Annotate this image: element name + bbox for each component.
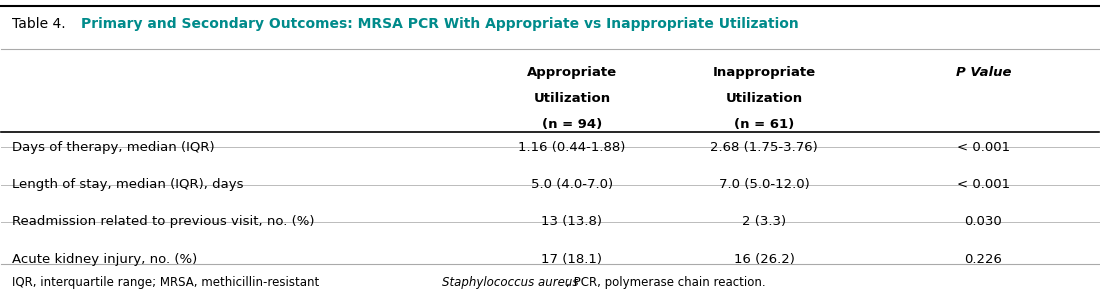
Text: Utilization: Utilization xyxy=(725,92,803,105)
Text: Readmission related to previous visit, no. (%): Readmission related to previous visit, n… xyxy=(12,215,315,229)
Text: Staphylococcus aureus: Staphylococcus aureus xyxy=(442,276,579,289)
Text: 16 (26.2): 16 (26.2) xyxy=(734,253,794,266)
Text: 1.16 (0.44-1.88): 1.16 (0.44-1.88) xyxy=(518,141,626,154)
Text: (n = 94): (n = 94) xyxy=(542,118,602,131)
Text: 7.0 (5.0-12.0): 7.0 (5.0-12.0) xyxy=(718,178,810,191)
Text: Appropriate: Appropriate xyxy=(527,66,617,79)
Text: ; PCR, polymerase chain reaction.: ; PCR, polymerase chain reaction. xyxy=(566,276,766,289)
Text: 17 (18.1): 17 (18.1) xyxy=(541,253,603,266)
Text: Utilization: Utilization xyxy=(534,92,611,105)
Text: Inappropriate: Inappropriate xyxy=(713,66,815,79)
Text: 0.030: 0.030 xyxy=(965,215,1002,229)
Text: 13 (13.8): 13 (13.8) xyxy=(541,215,603,229)
Text: Days of therapy, median (IQR): Days of therapy, median (IQR) xyxy=(12,141,214,154)
Text: Table 4.: Table 4. xyxy=(12,17,70,31)
Text: 5.0 (4.0-7.0): 5.0 (4.0-7.0) xyxy=(531,178,613,191)
Text: Acute kidney injury, no. (%): Acute kidney injury, no. (%) xyxy=(12,253,198,266)
Text: Length of stay, median (IQR), days: Length of stay, median (IQR), days xyxy=(12,178,244,191)
Text: < 0.001: < 0.001 xyxy=(957,178,1010,191)
Text: < 0.001: < 0.001 xyxy=(957,141,1010,154)
Text: P Value: P Value xyxy=(956,66,1011,79)
Text: 0.226: 0.226 xyxy=(965,253,1002,266)
Text: Primary and Secondary Outcomes: MRSA PCR With Appropriate vs Inappropriate Utili: Primary and Secondary Outcomes: MRSA PCR… xyxy=(81,17,800,31)
Text: 2.68 (1.75-3.76): 2.68 (1.75-3.76) xyxy=(711,141,817,154)
Text: 2 (3.3): 2 (3.3) xyxy=(741,215,786,229)
Text: (n = 61): (n = 61) xyxy=(734,118,794,131)
Text: IQR, interquartile range; MRSA, methicillin-resistant: IQR, interquartile range; MRSA, methicil… xyxy=(12,276,323,289)
